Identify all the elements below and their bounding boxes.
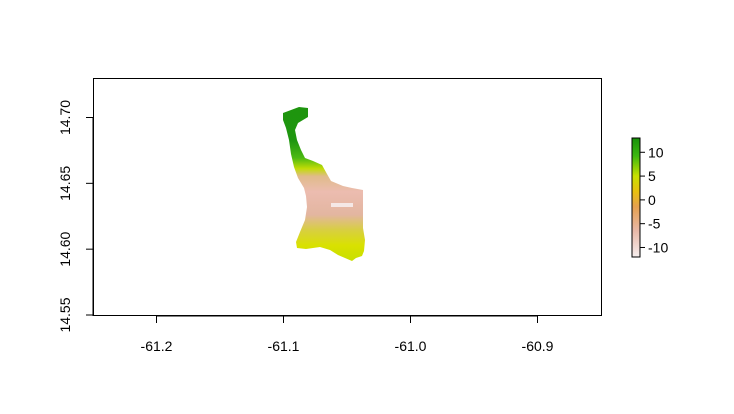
x-tick-label: -60.9	[522, 338, 554, 354]
raster-highlight	[331, 203, 353, 207]
colorbar-tick-label: 10	[648, 144, 664, 160]
y-tick-label: 14.60	[57, 231, 73, 266]
colorbar-legend: 10 5 0 -5 -10	[631, 137, 668, 258]
x-tick-label: -61.0	[395, 338, 427, 354]
x-tick-label: -61.1	[268, 338, 300, 354]
y-axis: 14.55 14.60 14.65 14.70	[57, 100, 94, 333]
y-tick-label: 14.65	[57, 166, 73, 201]
y-tick-label: 14.55	[57, 297, 73, 332]
colorbar-tick-label: 0	[648, 192, 656, 208]
colorbar-tick-label: -10	[648, 239, 668, 255]
colorbar-tick-label: 5	[648, 168, 656, 184]
colorbar	[631, 137, 641, 258]
colorbar-tick-label: -5	[648, 216, 661, 232]
raster-layer	[283, 107, 365, 261]
x-axis: -61.2 -61.1 -61.0 -60.9	[141, 315, 554, 354]
x-tick-label: -61.2	[141, 338, 173, 354]
raster-shape	[283, 107, 365, 261]
y-tick-label: 14.70	[57, 100, 73, 135]
